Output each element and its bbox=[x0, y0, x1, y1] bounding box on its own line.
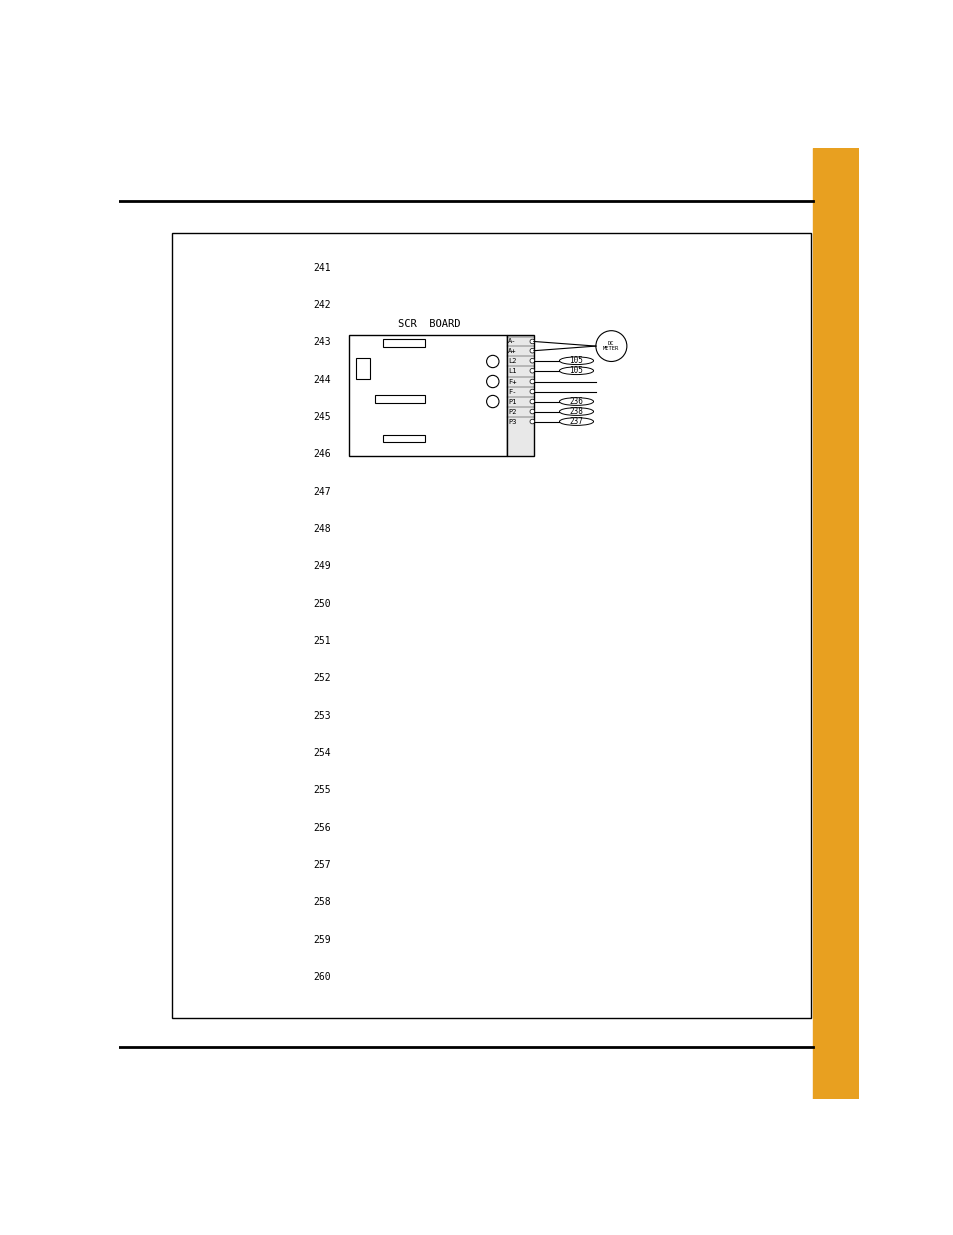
Circle shape bbox=[530, 379, 534, 384]
Circle shape bbox=[530, 409, 534, 414]
Text: 105: 105 bbox=[569, 367, 583, 375]
Text: 257: 257 bbox=[314, 860, 331, 871]
Bar bbox=[172, 233, 810, 1019]
Ellipse shape bbox=[558, 398, 593, 405]
Text: SCR  BOARD: SCR BOARD bbox=[397, 319, 460, 329]
Ellipse shape bbox=[558, 417, 593, 425]
Circle shape bbox=[530, 368, 534, 373]
Text: L1: L1 bbox=[508, 368, 517, 374]
Text: A+: A+ bbox=[508, 348, 517, 353]
Bar bbox=[382, 435, 425, 442]
Text: 251: 251 bbox=[314, 636, 331, 646]
Text: A-: A- bbox=[508, 338, 517, 345]
Bar bbox=[812, 148, 858, 1099]
Circle shape bbox=[530, 419, 534, 424]
Ellipse shape bbox=[558, 357, 593, 364]
Text: 241: 241 bbox=[314, 263, 331, 273]
Circle shape bbox=[486, 395, 498, 408]
Ellipse shape bbox=[558, 367, 593, 374]
Text: 237: 237 bbox=[569, 417, 583, 426]
Text: 245: 245 bbox=[314, 412, 331, 422]
Text: 248: 248 bbox=[314, 524, 331, 534]
Text: 260: 260 bbox=[314, 972, 331, 982]
Text: 238: 238 bbox=[569, 408, 583, 416]
Text: 258: 258 bbox=[314, 898, 331, 908]
Circle shape bbox=[530, 348, 534, 353]
Text: P2: P2 bbox=[508, 409, 517, 415]
Circle shape bbox=[486, 356, 498, 368]
Text: 247: 247 bbox=[314, 487, 331, 496]
Text: 249: 249 bbox=[314, 562, 331, 572]
Bar bbox=[349, 335, 506, 456]
Text: DC
METER: DC METER bbox=[602, 341, 618, 352]
Ellipse shape bbox=[558, 408, 593, 415]
Text: 253: 253 bbox=[314, 710, 331, 721]
Text: 254: 254 bbox=[314, 748, 331, 758]
Text: F+: F+ bbox=[508, 378, 517, 384]
Text: 105: 105 bbox=[569, 356, 583, 366]
Text: 236: 236 bbox=[569, 396, 583, 406]
Text: 256: 256 bbox=[314, 823, 331, 832]
Text: 250: 250 bbox=[314, 599, 331, 609]
Text: P1: P1 bbox=[508, 399, 517, 405]
Bar bbox=[355, 358, 369, 379]
Circle shape bbox=[486, 375, 498, 388]
Bar bbox=[382, 340, 425, 347]
Circle shape bbox=[530, 389, 534, 394]
Text: 255: 255 bbox=[314, 785, 331, 795]
Text: 243: 243 bbox=[314, 337, 331, 347]
Text: 246: 246 bbox=[314, 450, 331, 459]
Circle shape bbox=[530, 340, 534, 343]
Bar bbox=[375, 395, 425, 403]
Text: F-: F- bbox=[508, 389, 517, 394]
Circle shape bbox=[596, 331, 626, 362]
Text: 252: 252 bbox=[314, 673, 331, 683]
Text: L2: L2 bbox=[508, 358, 517, 364]
Text: 259: 259 bbox=[314, 935, 331, 945]
Circle shape bbox=[530, 399, 534, 404]
Bar bbox=[506, 335, 534, 456]
Text: 244: 244 bbox=[314, 374, 331, 384]
Text: 242: 242 bbox=[314, 300, 331, 310]
Text: P3: P3 bbox=[508, 419, 517, 425]
Circle shape bbox=[530, 358, 534, 363]
